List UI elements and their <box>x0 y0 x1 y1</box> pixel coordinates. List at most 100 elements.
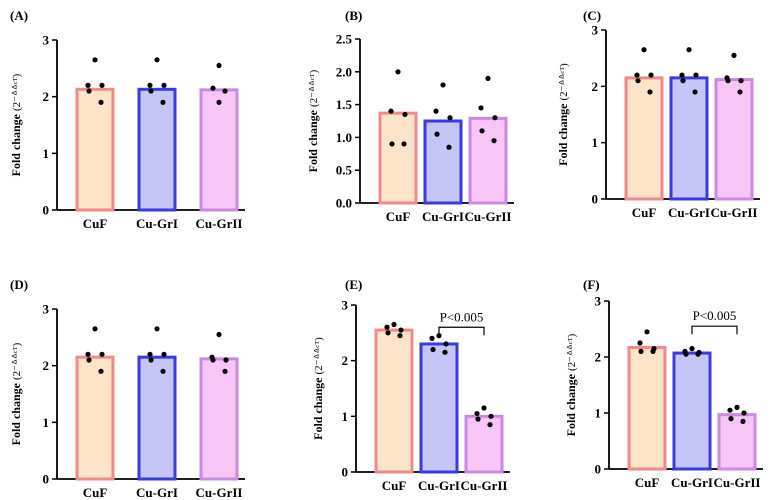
bar-cu-grii <box>199 88 239 212</box>
x-category-label: CuF <box>83 216 108 231</box>
data-point <box>447 115 453 121</box>
data-point <box>442 349 448 355</box>
data-point <box>725 78 731 84</box>
data-point <box>648 72 654 78</box>
data-point <box>693 72 699 78</box>
data-point <box>479 128 485 134</box>
data-point <box>737 89 743 95</box>
chart-panel-2: (B) 0.0 0.5 1.0 1.5 2.0 2.5 Fold change (2⁻ᐞᐞᶜᵀ… <box>306 8 514 224</box>
data-point <box>727 407 733 413</box>
data-point <box>740 418 746 424</box>
data-point <box>147 82 153 88</box>
data-point <box>216 331 222 338</box>
bar-cuf <box>374 328 414 474</box>
data-point <box>487 422 493 428</box>
x-category-label: Cu-GrI <box>136 485 178 500</box>
data-point <box>98 99 104 105</box>
panel-label: (C) <box>583 8 601 23</box>
x-category-label: Cu-GrI <box>668 205 710 220</box>
bar-cu-gri <box>423 119 463 205</box>
y-tick-label: 2 <box>592 79 599 94</box>
y-tick-label: 0.0 <box>336 196 352 211</box>
data-point <box>680 78 686 84</box>
y-tick-label: 1 <box>592 135 599 150</box>
data-point <box>440 82 446 88</box>
bar-cu-gri <box>419 342 459 474</box>
y-axis-title: Fold change (2⁻ᐞᐞᶜᵀ) <box>556 63 570 166</box>
chart-panel-5: (E) 0 1 2 3 Fold change (2⁻ᐞᐞᶜᵀ) CuF Cu-GrI Cu-G… <box>311 277 510 493</box>
bar-cu-grii <box>199 357 239 481</box>
y-axis-title: Fold change (2⁻ᐞᐞᶜᵀ) <box>306 69 320 172</box>
data-point <box>98 368 104 374</box>
data-point <box>397 333 403 339</box>
data-point <box>86 357 92 363</box>
chart-panel-4: (D) 0 1 2 3 Fold change (2⁻ᐞᐞᶜᵀ) CuF Cu-GrI Cu-G… <box>9 277 245 500</box>
data-point <box>492 115 498 121</box>
data-point <box>434 131 440 137</box>
panel-label: (E) <box>345 277 362 292</box>
bar-cu-grii <box>714 78 754 201</box>
data-point <box>401 141 407 147</box>
x-category-label: Cu-GrI <box>422 209 464 224</box>
y-tick-label: 0 <box>595 462 602 477</box>
y-tick-label: 2 <box>342 353 349 368</box>
data-point <box>99 82 105 88</box>
data-point <box>216 62 222 69</box>
y-tick-label: 0.5 <box>336 163 353 178</box>
x-category-label: Cu-GrI <box>671 475 713 490</box>
bar-cu-grii <box>468 116 508 205</box>
x-category-label: Cu-GrI <box>136 216 178 231</box>
data-point <box>154 57 160 63</box>
x-category-label: CuF <box>382 478 407 493</box>
data-point <box>385 330 391 336</box>
data-point <box>738 78 744 84</box>
data-point <box>161 82 167 88</box>
data-point <box>148 88 154 94</box>
data-point <box>443 341 449 347</box>
data-point <box>474 410 480 417</box>
data-point <box>741 410 747 416</box>
y-axis-title: Fold change (2⁻ᐞᐞᶜᵀ) <box>9 73 23 176</box>
data-point <box>481 405 487 411</box>
x-category-label: Cu-GrII <box>465 209 512 224</box>
data-point <box>216 99 222 105</box>
data-point <box>389 141 395 147</box>
data-point <box>635 78 641 84</box>
data-point <box>429 335 435 341</box>
data-point <box>446 144 452 150</box>
significance-bracket <box>438 326 485 336</box>
data-point <box>147 351 153 357</box>
x-category-label: Cu-GrII <box>196 485 243 500</box>
bar-cuf <box>75 87 115 212</box>
data-point <box>728 416 734 422</box>
bar-cuf <box>378 111 418 205</box>
data-point <box>395 69 401 75</box>
data-point <box>222 88 228 94</box>
y-axis-title: Fold change (2⁻ᐞᐞᶜᵀ) <box>311 337 325 440</box>
y-tick-label: 3 <box>43 302 50 317</box>
data-point <box>641 47 647 53</box>
data-point <box>638 348 644 354</box>
data-point <box>679 72 685 78</box>
significance-label: P<0.005 <box>440 309 484 324</box>
data-point <box>647 89 653 95</box>
data-point <box>402 111 408 118</box>
y-tick-label: 3 <box>342 298 349 313</box>
x-category-label: CuF <box>83 485 108 500</box>
bar-cu-gri <box>137 87 177 212</box>
data-point <box>731 52 737 58</box>
y-tick-label: 3 <box>43 33 50 48</box>
panel-label: (B) <box>345 8 362 23</box>
y-tick-label: 3 <box>592 23 599 38</box>
data-point <box>161 351 167 357</box>
data-point <box>475 416 481 422</box>
chart-panel-1: (A) 0 1 2 3 Fold change (2⁻ᐞᐞᶜᵀ) CuF Cu-GrI Cu-G… <box>9 8 245 231</box>
y-tick-label: 0 <box>592 192 599 207</box>
data-point <box>388 108 394 114</box>
x-category-label: CuF <box>632 205 657 220</box>
y-tick-label: 3 <box>595 294 602 309</box>
x-category-label: Cu-GrII <box>714 475 761 490</box>
y-tick-label: 2 <box>595 350 602 365</box>
data-point <box>92 57 98 63</box>
x-category-label: Cu-GrI <box>418 478 460 493</box>
